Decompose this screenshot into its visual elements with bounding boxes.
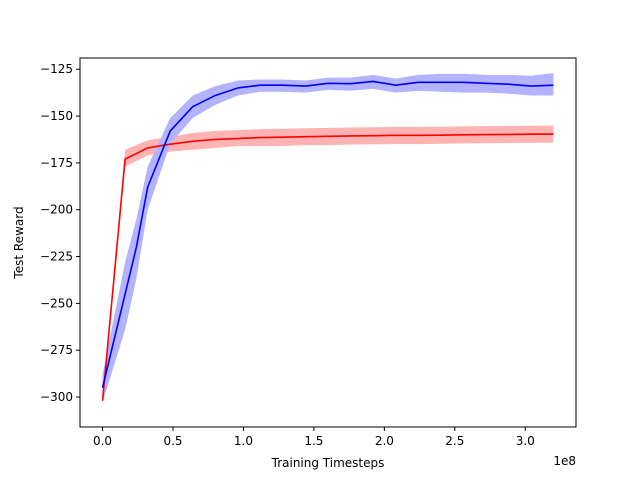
series-1-band [102, 72, 554, 403]
x-axis-ticks: 0.0 0.5 1.0 1.5 2.0 2.5 3.0 [93, 427, 535, 448]
x-tick-label: 2.0 [375, 434, 394, 448]
y-tick-label: −200 [40, 203, 73, 217]
y-tick-label: −175 [40, 156, 73, 170]
y-axis-ticks: −125 −150 −175 −200 −225 −250 −275 −300 [40, 62, 80, 404]
series-1-line [101, 80, 554, 388]
x-axis-label: Training Timesteps [271, 456, 385, 470]
y-tick-label: −125 [40, 62, 73, 76]
y-axis-label: Test Reward [12, 206, 26, 279]
series-0-line [101, 133, 554, 401]
series-0-band [102, 125, 554, 401]
y-tick-label: −300 [40, 390, 73, 404]
axes-frame [79, 57, 577, 428]
series-lines [101, 80, 554, 401]
x-tick-label: 3.0 [516, 434, 535, 448]
x-tick-label: 1.5 [304, 434, 323, 448]
x-tick-label: 0.0 [93, 434, 112, 448]
x-tick-label: 2.5 [445, 434, 464, 448]
confidence-bands [102, 72, 554, 403]
y-tick-label: −225 [40, 250, 73, 264]
y-tick-label: −250 [40, 296, 73, 310]
y-tick-label: −150 [40, 109, 73, 123]
x-tick-label: 1.0 [234, 434, 253, 448]
x-tick-label: 0.5 [163, 434, 182, 448]
x-axis-offset-label: 1e8 [553, 454, 576, 468]
y-tick-label: −275 [40, 343, 73, 357]
